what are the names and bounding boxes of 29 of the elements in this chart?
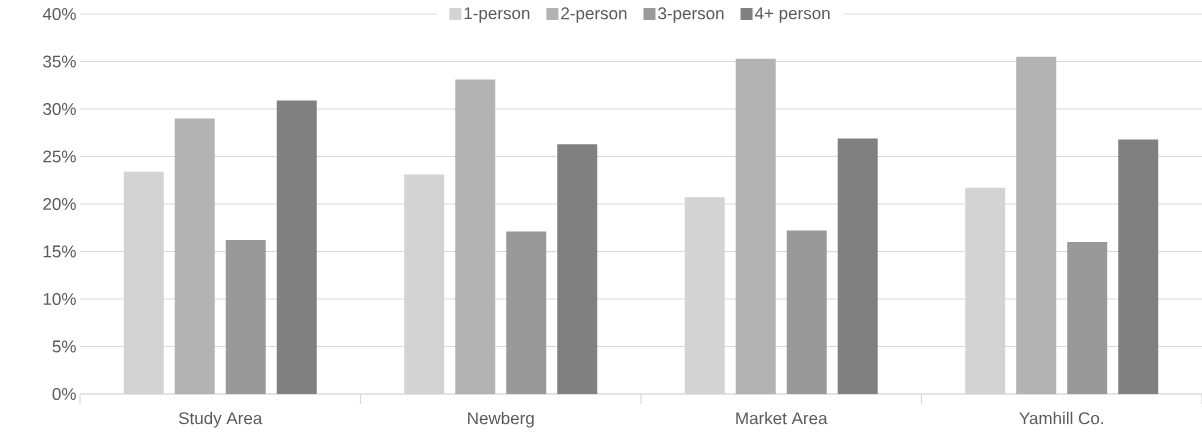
y-tick-label: 10% xyxy=(43,292,76,306)
y-tick-label: 15% xyxy=(43,245,76,258)
x-tick-label: Study Area xyxy=(178,411,263,428)
y-tick-label: 35% xyxy=(43,55,76,68)
bar xyxy=(1118,139,1159,394)
legend-label: 3-person xyxy=(658,7,724,23)
y-tick-label: 25% xyxy=(43,150,76,163)
bar xyxy=(455,79,496,394)
bar xyxy=(1067,242,1108,394)
bar xyxy=(735,58,776,394)
y-tick-label: 40% xyxy=(42,7,76,21)
x-tick-label: Newberg xyxy=(468,411,534,428)
bar xyxy=(506,231,547,394)
legend-label: 4+ person xyxy=(754,7,830,23)
y-tick-label: 5% xyxy=(52,340,76,353)
bar xyxy=(225,240,266,394)
bar xyxy=(1016,56,1057,394)
legend-label: 1-person xyxy=(464,7,530,23)
bar xyxy=(786,230,827,394)
y-tick-label: 30% xyxy=(43,102,76,116)
y-tick-label: 0% xyxy=(52,387,76,401)
bar xyxy=(276,100,317,394)
x-tick-label: Market Area xyxy=(736,411,828,425)
bar xyxy=(837,138,878,394)
y-tick-label: 20% xyxy=(43,197,76,211)
x-tick-label: Yamhill Co. xyxy=(1019,411,1103,425)
bar xyxy=(174,118,215,394)
bar xyxy=(557,144,598,394)
legend-label: 2-person xyxy=(561,7,627,23)
